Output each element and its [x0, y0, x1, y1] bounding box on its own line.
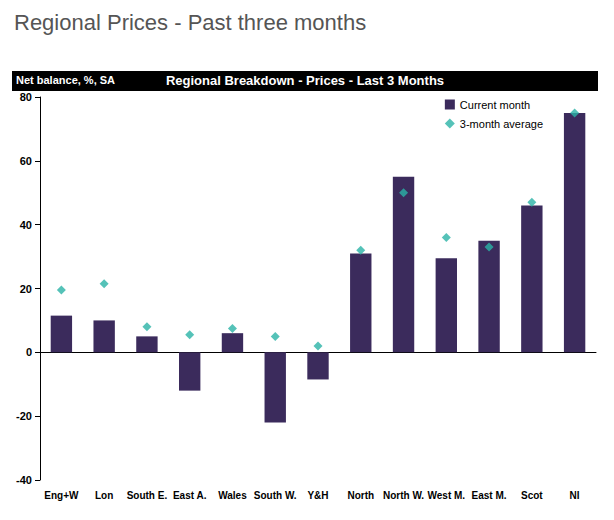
svg-text:Lon: Lon [95, 490, 113, 501]
svg-text:South E.: South E. [127, 490, 168, 501]
svg-text:Y&H: Y&H [307, 490, 328, 501]
svg-text:South W.: South W. [254, 490, 297, 501]
svg-text:North W.: North W. [383, 490, 424, 501]
html-text:Net balance, %, SA: Net balance, %, SA [16, 74, 115, 86]
svg-text:Current month: Current month [460, 99, 530, 111]
svg-text:North: North [347, 490, 374, 501]
svg-text:West M.: West M. [428, 490, 466, 501]
svg-text:80: 80 [20, 91, 32, 103]
svg-text:NI: NI [570, 490, 580, 501]
svg-text:60: 60 [20, 155, 32, 167]
svg-text:Eng+W: Eng+W [44, 490, 79, 501]
svg-text:Wales: Wales [218, 490, 247, 501]
svg-text:20: 20 [20, 283, 32, 295]
svg-text:East A.: East A. [173, 490, 207, 501]
svg-text:40: 40 [20, 219, 32, 231]
html-text:Regional Breakdown - Prices -: Regional Breakdown - Prices - Last 3 Mon… [165, 73, 445, 88]
svg-text:-40: -40 [16, 474, 32, 486]
html-text:Regional Prices - Past three m: Regional Prices - Past three months [14, 10, 367, 35]
svg-text:-20: -20 [16, 410, 32, 422]
svg-text:0: 0 [26, 346, 32, 358]
svg-text:East M.: East M. [472, 490, 507, 501]
svg-text:Scot: Scot [521, 490, 543, 501]
svg-text:3-month average: 3-month average [460, 118, 543, 130]
